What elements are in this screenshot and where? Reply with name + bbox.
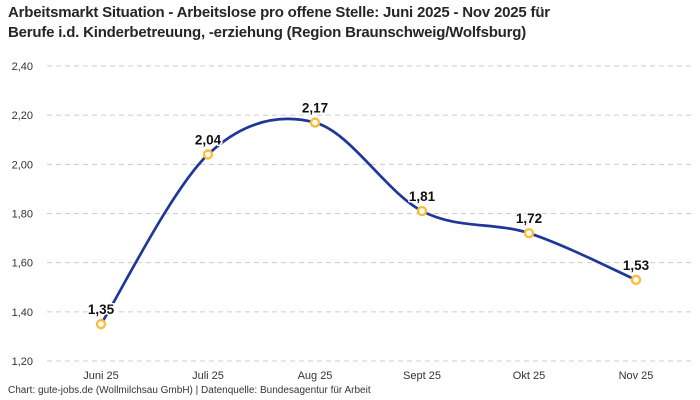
y-axis-tick-label: 2,00 <box>12 159 33 171</box>
data-point-marker <box>523 227 535 239</box>
chart-footer: Chart: gute-jobs.de (Wollmilchsau GmbH) … <box>8 385 371 396</box>
x-axis-tick-label: Nov 25 <box>619 370 654 382</box>
x-axis-tick-label: Aug 25 <box>298 370 333 382</box>
x-axis-tick-label: Juni 25 <box>83 370 118 382</box>
y-axis-tick-label: 2,20 <box>12 110 33 122</box>
y-axis-tick-label: 1,20 <box>12 356 33 368</box>
data-point-marker <box>416 205 428 217</box>
data-point-label: 1,35 <box>88 302 115 317</box>
x-axis-tick-label: Sept 25 <box>403 370 441 382</box>
data-point-marker <box>630 274 642 286</box>
data-point-label: 2,04 <box>195 133 222 148</box>
chart-title: Arbeitsmarkt Situation - Arbeitslose pro… <box>8 4 550 41</box>
y-axis-tick-label: 1,80 <box>12 209 33 221</box>
y-axis-tick-label: 1,60 <box>12 258 33 270</box>
data-point-label: 2,17 <box>302 101 328 116</box>
data-point-label: 1,81 <box>409 189 436 204</box>
x-axis-tick-label: Okt 25 <box>513 370 545 382</box>
data-point-marker <box>309 117 321 128</box>
data-point-marker <box>202 149 214 160</box>
series-line <box>99 117 638 326</box>
y-axis-tick-label: 2,40 <box>12 61 33 73</box>
x-axis-tick-label: Juli 25 <box>192 370 224 382</box>
data-point-label: 1,72 <box>516 211 542 226</box>
y-axis-tick-label: 1,40 <box>12 307 33 319</box>
data-point-marker <box>95 318 107 330</box>
data-point-label: 1,53 <box>623 258 650 273</box>
